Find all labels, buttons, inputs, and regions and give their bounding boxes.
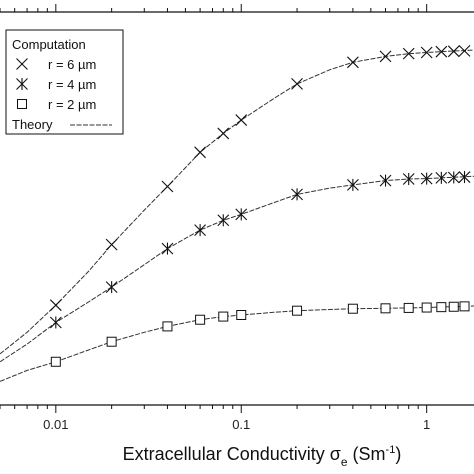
data-point <box>105 281 118 294</box>
data-point <box>435 45 448 58</box>
plot-frame <box>0 11 474 406</box>
legend: Computation r = 6 µm r = 4 µm r = 2 µm Theo… <box>5 29 124 135</box>
data-point <box>347 303 358 314</box>
legend-label: r = 4 µm <box>48 77 96 92</box>
x-tick-label: 0.1 <box>232 417 250 432</box>
data-point <box>106 336 117 347</box>
data-point <box>380 303 391 314</box>
data-point <box>236 310 247 321</box>
x-axis-title: Extracellular Conductivity σe (Sm-1) <box>123 444 402 469</box>
x-tick-label: 1 <box>423 417 430 432</box>
data-point <box>291 188 303 201</box>
legend-label: r = 2 µm <box>48 97 96 112</box>
legend-entries: r = 6 µm r = 4 µm r = 2 µm Theory <box>12 57 112 132</box>
data-markers <box>49 45 471 367</box>
data-point <box>235 114 248 126</box>
legend-box <box>5 29 124 135</box>
data-point <box>49 316 62 329</box>
data-point <box>217 127 230 140</box>
x-axis-ticks: 0.01 0.1 1 <box>0 4 430 432</box>
data-point <box>195 314 206 325</box>
data-point <box>292 305 303 316</box>
x-tick-label: 0.01 <box>43 417 68 432</box>
data-point <box>436 302 447 313</box>
data-point <box>161 242 174 255</box>
data-point <box>458 171 471 184</box>
legend-label: Theory <box>12 117 53 132</box>
data-point <box>235 208 248 221</box>
data-point <box>458 45 471 57</box>
legend-marker <box>16 78 28 90</box>
data-point <box>402 47 415 60</box>
data-point <box>379 174 392 187</box>
theory-curve <box>0 49 474 355</box>
data-point <box>194 224 206 237</box>
data-point <box>402 173 415 186</box>
data-point <box>403 302 414 313</box>
data-point <box>448 301 459 312</box>
legend-title: Computation <box>12 37 86 52</box>
data-point <box>459 301 470 312</box>
data-point <box>162 321 173 332</box>
legend-marker <box>17 99 27 109</box>
data-point <box>346 178 359 191</box>
data-point <box>50 356 61 367</box>
data-point <box>435 171 448 184</box>
data-point <box>218 311 229 322</box>
data-point <box>420 46 433 59</box>
data-point <box>379 50 392 63</box>
legend-marker <box>16 58 28 70</box>
data-point <box>105 238 118 251</box>
data-point <box>346 56 359 69</box>
legend-label: r = 6 µm <box>48 57 96 72</box>
data-point <box>291 78 303 90</box>
data-point <box>49 299 62 312</box>
data-point <box>447 171 460 184</box>
data-point <box>421 302 432 313</box>
data-point <box>447 45 460 58</box>
data-point <box>161 180 174 193</box>
data-point <box>194 146 206 159</box>
data-point <box>217 214 230 227</box>
data-point <box>420 172 433 185</box>
